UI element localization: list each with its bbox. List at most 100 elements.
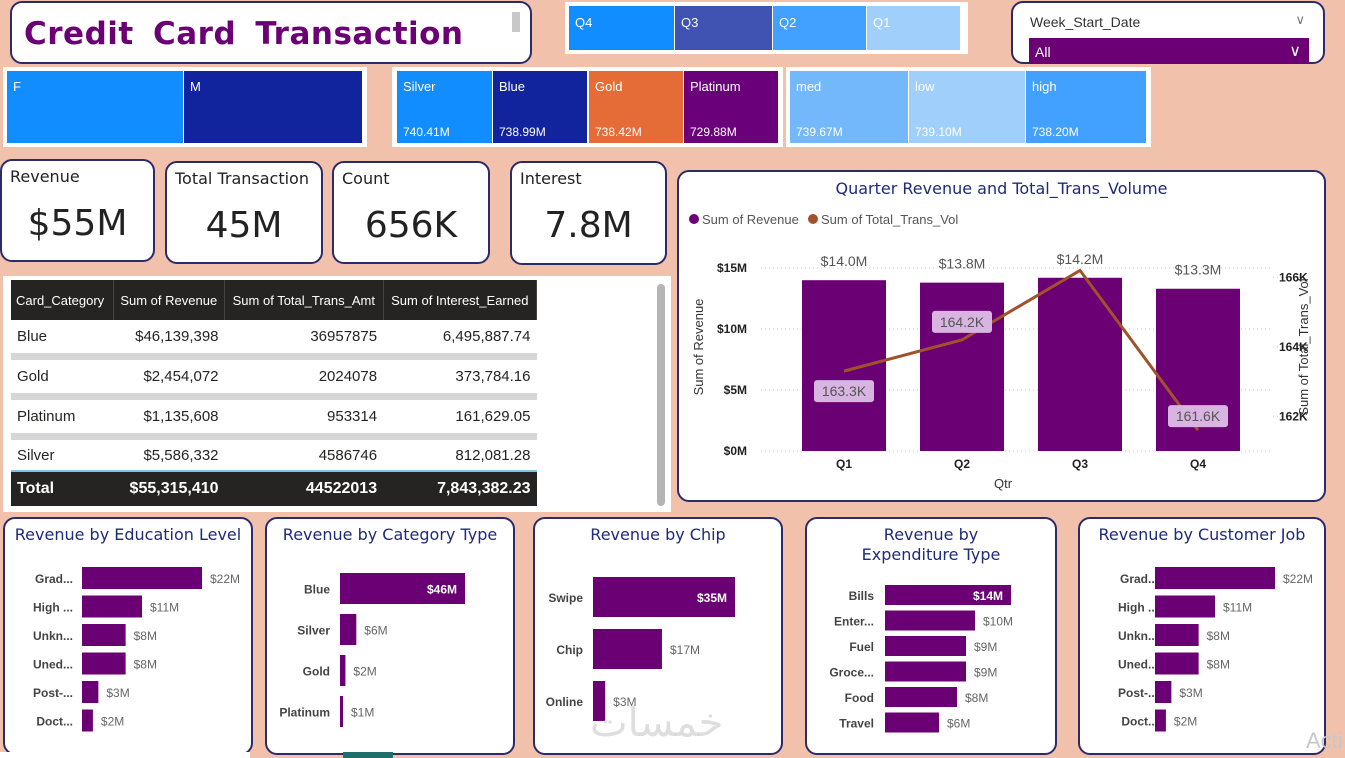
gender-tile-m[interactable]: M — [184, 71, 362, 143]
tile-label: Q4 — [575, 15, 593, 30]
bar — [885, 687, 957, 707]
tile-label: M — [190, 79, 201, 94]
report-title-box: Credit Card Transaction — [10, 1, 532, 64]
bar — [885, 636, 966, 656]
y2-tick-label: 164K — [1279, 340, 1308, 354]
column-header[interactable]: Sum of Interest_Earned — [383, 280, 538, 320]
quarter-tile-q3[interactable]: Q3 — [675, 6, 772, 50]
table-cell: 4586746 — [318, 446, 378, 464]
category-label: Uned... — [1118, 658, 1158, 672]
card-category-table: Card_Category Sum of Revenue Sum of Tota… — [3, 276, 671, 512]
kpi-total-transaction: Total Transaction 45M — [165, 161, 323, 264]
table-cell: 6,495,887.74 — [383, 320, 537, 360]
card-tile-blue[interactable]: Blue 738.99M — [493, 71, 587, 143]
page-tab-strip[interactable] — [0, 752, 250, 758]
income-tile-med[interactable]: med 739.67M — [790, 71, 908, 143]
table-scrollbar[interactable] — [657, 284, 665, 506]
gender-tile-f[interactable]: F — [7, 71, 183, 143]
table-cell: Gold — [11, 356, 114, 400]
table-row: Blue $46,139,398 36957875 6,495,887.74 — [11, 320, 537, 360]
tile-label: Q3 — [681, 15, 699, 30]
watermark-text: خمسات — [590, 700, 724, 746]
bar — [340, 655, 346, 686]
bar-data-label: $14M — [973, 589, 1003, 603]
collapse-chevron-icon[interactable]: ∨ — [1295, 12, 1305, 27]
bar — [82, 567, 202, 589]
bar-data-label: $13.3M — [1175, 262, 1222, 278]
bar — [885, 610, 975, 631]
category-chart-card: Revenue by Category Type Blue $46M Silver $… — [265, 517, 515, 755]
y-tick-label: $10M — [717, 322, 747, 336]
category-label: Travel — [839, 717, 874, 731]
trans-vol-line — [843, 268, 1200, 432]
category-label: High ... — [33, 601, 73, 615]
tile-value: 739.10M — [915, 125, 962, 139]
bar-data-label: $22M — [210, 572, 240, 586]
bar-data-label: $13.8M — [939, 256, 986, 272]
bar-data-label: $8M — [134, 658, 157, 672]
category-label: Chip — [556, 643, 583, 657]
customer-job-chart-card: Revenue by Customer Job Grad... $22M High … — [1078, 517, 1326, 755]
bar-data-label: $8M — [134, 629, 157, 643]
legend-label: Sum of Revenue — [702, 212, 799, 227]
table-total-row: Total $55,315,410 44522013 7,843,382.23 — [11, 470, 537, 506]
table-cell: 373,784.16 — [383, 356, 537, 400]
table-cell: 161,629.05 — [383, 396, 537, 440]
category-label: Grad... — [35, 572, 73, 586]
bar-data-label: $46M — [427, 583, 457, 597]
income-tile-high[interactable]: high 738.20M — [1026, 71, 1146, 143]
x-axis-title: Qtr — [994, 476, 1013, 491]
y2-tick-label: 166K — [1279, 270, 1308, 284]
category-label: Gold — [303, 665, 330, 679]
bar-data-label: $11M — [150, 601, 179, 615]
quarter-tile-q4[interactable]: Q4 — [569, 6, 674, 50]
week-start-date-dropdown[interactable]: All ∨ — [1029, 38, 1309, 64]
tile-label: Platinum — [690, 79, 741, 94]
category-label: Unkn... — [1118, 629, 1158, 643]
bar — [340, 573, 465, 604]
revenue-bar — [802, 280, 886, 451]
kpi-revenue: Revenue $55M — [0, 159, 155, 262]
total-cell: 44522013 — [224, 470, 384, 506]
bar-data-label: $17M — [670, 643, 700, 657]
legend-label: Sum of Total_Trans_Vol — [821, 212, 958, 227]
card-tile-gold[interactable]: Gold 738.42M — [589, 71, 683, 143]
bar-data-label: $2M — [1174, 715, 1197, 729]
table-row: Silver $5,586,332 4586746 812,081.28 — [11, 437, 537, 472]
column-header[interactable]: Sum of Revenue — [113, 280, 226, 320]
education-chart-card: Revenue by Education Level Grad... $22M Hi… — [3, 517, 253, 755]
column-header[interactable]: Sum of Total_Trans_Amt — [224, 280, 384, 320]
bar-data-label: $35M — [697, 591, 727, 605]
table-header-row: Card_Category Sum of Revenue Sum of Tota… — [11, 280, 538, 320]
category-label: Blue — [304, 583, 330, 597]
quarter-tile-q2[interactable]: Q2 — [773, 6, 866, 50]
table-row: Gold $2,454,072 2024078 373,784.16 — [11, 356, 537, 400]
y-tick-label: $5M — [724, 383, 747, 397]
data-table: Card_Category Sum of Revenue Sum of Tota… — [11, 280, 538, 506]
table-cell: 2024078 — [224, 356, 384, 400]
quarter-tile-q1[interactable]: Q1 — [867, 6, 960, 50]
bar — [593, 629, 662, 669]
active-page-tab[interactable] — [343, 752, 393, 758]
table-cell: $1,135,608 — [113, 396, 225, 440]
bar-data-label: $6M — [364, 624, 387, 638]
category-label: Uned... — [33, 658, 73, 672]
dropdown-selected-value: All — [1035, 44, 1051, 60]
line-label-bg — [932, 310, 992, 333]
card-tile-platinum[interactable]: Platinum 729.88M — [684, 71, 778, 143]
category-label: Doct... — [1121, 715, 1158, 729]
table-cell: $2,454,072 — [113, 356, 225, 400]
bar — [1155, 624, 1199, 646]
bar-data-label: $9M — [974, 640, 997, 654]
card-tile-silver[interactable]: Silver 740.41M — [397, 71, 492, 143]
bar — [885, 712, 939, 733]
line-data-label: 163.3K — [822, 383, 867, 399]
title-scrollbar[interactable] — [512, 12, 520, 32]
table-cell: $5,586,332 — [143, 446, 219, 464]
bar — [1155, 709, 1166, 732]
income-tile-low[interactable]: low 739.10M — [909, 71, 1025, 143]
bar-data-label: $3M — [1179, 686, 1202, 700]
column-header[interactable]: Card_Category — [11, 280, 114, 320]
week-filter-label: Week_Start_Date — [1030, 14, 1141, 30]
bar-data-label: $8M — [1207, 629, 1230, 643]
